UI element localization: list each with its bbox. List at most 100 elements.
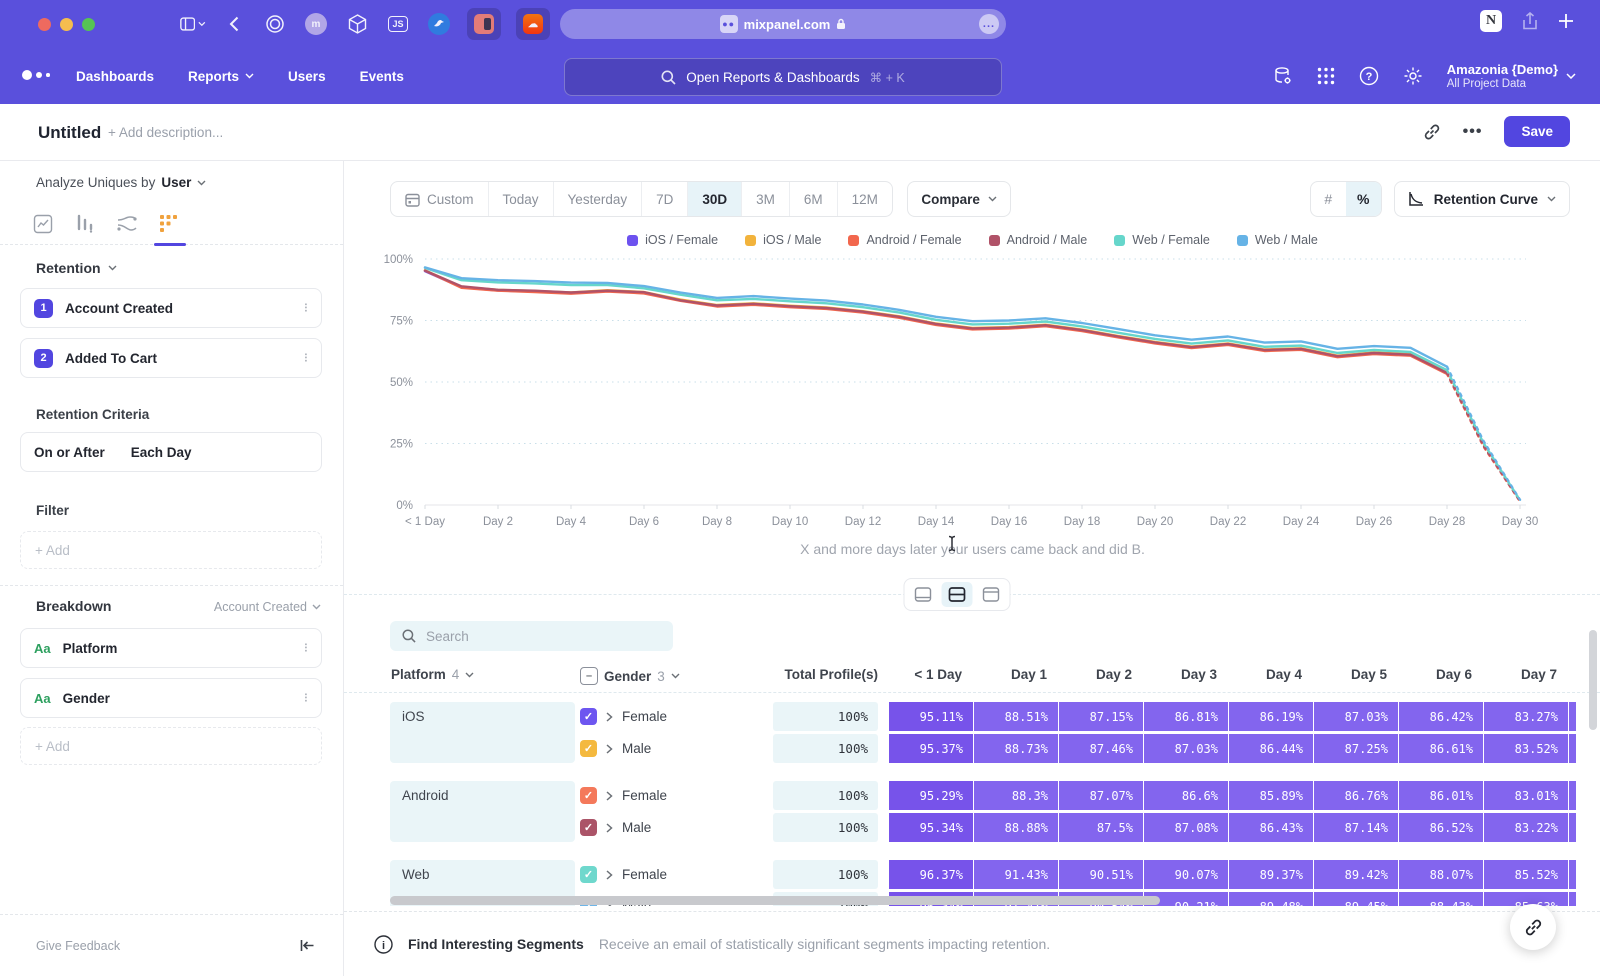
day-column-header[interactable]: Day 3 — [1180, 667, 1217, 682]
retention-value-cell[interactable]: 89.42% — [1314, 860, 1398, 889]
extension-bird-icon[interactable] — [426, 11, 452, 37]
legend-item[interactable]: Android / Male — [988, 233, 1087, 247]
retention-value-cell[interactable]: 90.51% — [1059, 860, 1143, 889]
retention-value-cell[interactable]: 86.81% — [1144, 702, 1228, 731]
range-button-custom[interactable]: Custom — [391, 182, 489, 216]
retention-value-cell[interactable]: 88.88% — [974, 813, 1058, 842]
expand-chevron-icon[interactable] — [606, 869, 613, 880]
give-feedback-link[interactable]: Give Feedback — [36, 938, 121, 953]
retention-value-cell[interactable]: 86.61% — [1399, 734, 1483, 763]
kebab-menu-icon[interactable]: ⁝ — [303, 350, 308, 365]
platform-cell[interactable]: iOS — [390, 702, 575, 763]
series-checkbox[interactable]: ✓ — [580, 819, 597, 836]
tab-flows[interactable] — [114, 211, 140, 237]
retention-value-cell[interactable]: 90.21% — [1144, 892, 1228, 906]
add-breakdown-button[interactable]: + Add — [20, 727, 322, 765]
range-button-today[interactable]: Today — [489, 182, 554, 216]
day-column-header[interactable]: Day 1 — [1010, 667, 1047, 682]
retention-value-cell[interactable]: 83.01% — [1484, 781, 1568, 810]
retention-value-cell[interactable]: 87.46% — [1059, 734, 1143, 763]
retention-value-cell[interactable]: 83.22% — [1484, 813, 1568, 842]
retention-value-cell[interactable]: 87.08% — [1144, 813, 1228, 842]
extension-soundcloud-icon[interactable]: ☁ — [516, 8, 550, 40]
retention-value-cell[interactable]: 83.27% — [1484, 702, 1568, 731]
add-filter-button[interactable]: + Add — [20, 531, 322, 569]
retention-value-cell[interactable]: 88.51% — [974, 702, 1058, 731]
nav-item-events[interactable]: Events — [359, 68, 404, 84]
share-icon[interactable] — [1522, 11, 1538, 31]
retention-value-cell[interactable]: 90.07% — [1144, 860, 1228, 889]
more-options-icon[interactable]: ••• — [1462, 122, 1483, 140]
retention-value-cell[interactable]: 86.52% — [1399, 813, 1483, 842]
retention-value-cell[interactable]: 87.15% — [1059, 702, 1143, 731]
retention-value-cell[interactable]: 96.37% — [889, 860, 973, 889]
find-segments-button[interactable]: Find Interesting Segments — [408, 936, 584, 952]
save-button[interactable]: Save — [1504, 116, 1570, 147]
total-profiles-column-header[interactable]: Total Profile(s) — [784, 667, 878, 682]
gender-cell[interactable]: ✓ Female — [580, 708, 773, 725]
retention-value-cell[interactable]: 87.5% — [1059, 813, 1143, 842]
retention-value-cell[interactable]: 86.43% — [1229, 813, 1313, 842]
indeterminate-checkbox[interactable]: – — [580, 667, 598, 685]
retention-value-cell[interactable]: 85.63% — [1484, 892, 1568, 906]
vertical-scrollbar[interactable] — [1589, 630, 1597, 730]
range-button-3m[interactable]: 3M — [742, 182, 790, 216]
expand-chevron-icon[interactable] — [606, 822, 613, 833]
series-checkbox[interactable]: ✓ — [580, 866, 597, 883]
extension-box-icon[interactable] — [344, 11, 370, 37]
legend-item[interactable]: Android / Female — [848, 233, 962, 247]
retention-value-cell[interactable]: 86.42% — [1399, 702, 1483, 731]
new-tab-icon[interactable] — [1558, 13, 1574, 29]
criteria-mode[interactable]: On or After — [34, 444, 105, 460]
notion-icon[interactable]: N — [1480, 10, 1502, 32]
retention-value-cell[interactable]: 87.03% — [1144, 734, 1228, 763]
url-bar[interactable]: ●● mixpanel.com ... — [560, 9, 1006, 39]
extension-target-icon[interactable] — [262, 11, 288, 37]
nav-item-users[interactable]: Users — [288, 68, 326, 84]
retention-value-cell[interactable]: 89.45% — [1314, 892, 1398, 906]
kebab-menu-icon[interactable]: ⁝ — [303, 300, 308, 315]
range-button-7d[interactable]: 7D — [642, 182, 689, 216]
retention-value-cell[interactable]: 88.07% — [1399, 860, 1483, 889]
series-checkbox[interactable]: ✓ — [580, 708, 597, 725]
retention-value-cell[interactable]: 86.01% — [1399, 781, 1483, 810]
help-icon[interactable]: ? — [1359, 66, 1379, 86]
maximize-window-button[interactable] — [82, 18, 95, 31]
split-layout-button[interactable] — [941, 582, 973, 607]
nav-item-dashboards[interactable]: Dashboards — [76, 68, 155, 84]
analyze-entity-dropdown[interactable]: User — [161, 175, 192, 190]
horizontal-scrollbar[interactable] — [390, 896, 1160, 905]
retention-value-cell[interactable]: 87.03% — [1314, 702, 1398, 731]
retention-step-1[interactable]: 1 Account Created ⁝ — [20, 288, 322, 328]
retention-value-cell[interactable]: 95.37% — [889, 734, 973, 763]
retention-value-cell[interactable]: 86.44% — [1229, 734, 1313, 763]
legend-item[interactable]: Web / Female — [1114, 233, 1210, 247]
retention-section-label[interactable]: Retention — [36, 260, 117, 276]
retention-value-cell[interactable]: 85.52% — [1484, 860, 1568, 889]
table-only-layout-button[interactable] — [976, 582, 1007, 607]
breakdown-platform[interactable]: Aa Platform ⁝ — [20, 628, 322, 668]
retention-value-cell[interactable]: 87.14% — [1314, 813, 1398, 842]
chart-only-layout-button[interactable] — [908, 582, 939, 607]
range-button-30d[interactable]: 30D — [688, 182, 743, 216]
collapse-sidebar-icon[interactable] — [300, 939, 315, 952]
series-checkbox[interactable]: ✓ — [580, 787, 597, 804]
share-link-fab[interactable] — [1510, 904, 1556, 950]
compare-button[interactable]: Compare — [907, 181, 1011, 217]
kebab-menu-icon[interactable]: ⁝ — [303, 640, 308, 655]
chart-type-dropdown[interactable]: Retention Curve — [1393, 181, 1570, 217]
gender-cell[interactable]: ✓ Male — [580, 819, 773, 836]
extension-js-icon[interactable]: JS — [385, 11, 411, 37]
apps-grid-icon[interactable] — [1317, 67, 1335, 85]
range-button-6m[interactable]: 6M — [790, 182, 838, 216]
day-column-header[interactable]: < 1 Day — [914, 667, 962, 682]
retention-value-cell[interactable]: 95.29% — [889, 781, 973, 810]
expand-chevron-icon[interactable] — [606, 711, 613, 722]
gender-cell[interactable]: ✓ Male — [580, 740, 773, 757]
copy-link-icon[interactable] — [1423, 123, 1441, 141]
retention-value-cell[interactable]: 91.43% — [974, 860, 1058, 889]
extension-active-icon[interactable] — [467, 8, 501, 40]
tab-retention[interactable] — [156, 211, 182, 237]
window-controls[interactable] — [38, 18, 95, 31]
range-button-yesterday[interactable]: Yesterday — [554, 182, 643, 216]
